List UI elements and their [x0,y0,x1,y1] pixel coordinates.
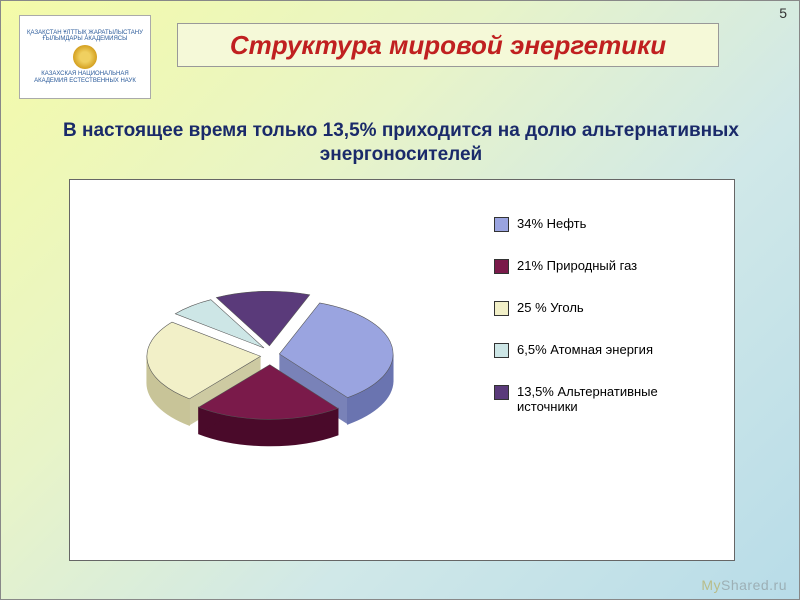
legend-swatch [494,301,509,316]
watermark: MyShared.ru [701,577,787,593]
legend-item: 21% Природный газ [494,258,714,274]
legend-swatch [494,385,509,400]
chart-container: 34% Нефть 21% Природный газ 25 % Уголь 6,5%… [69,179,735,561]
pie-chart [90,210,450,510]
logo-text-top: ҚАЗАҚСТАН ҰЛТТЫҚ ЖАРАТЫЛЫСТАНУ ҒЫЛЫМДАРЫ… [20,30,150,43]
legend-swatch [494,343,509,358]
legend-label: 34% Нефть [517,216,586,231]
logo-text-bottom: КАЗАХСКАЯ НАЦИОНАЛЬНАЯ АКАДЕМИЯ ЕСТЕСТВЕ… [20,71,150,84]
org-logo: ҚАЗАҚСТАН ҰЛТТЫҚ ЖАРАТЫЛЫСТАНУ ҒЫЛЫМДАРЫ… [19,15,151,99]
page-number: 5 [779,5,787,21]
watermark-part1: My [701,577,721,593]
slide: 5 ҚАЗАҚСТАН ҰЛТТЫҚ ЖАРАТЫЛЫСТАНУ ҒЫЛЫМДА… [0,0,800,600]
legend-label: 21% Природный газ [517,258,637,273]
watermark-part2: Shared.ru [721,577,787,593]
legend-item: 25 % Уголь [494,300,714,316]
legend-label: 6,5% Атомная энергия [517,342,653,357]
legend-item: 6,5% Атомная энергия [494,342,714,358]
logo-emblem [73,45,97,69]
title-box: Структура мировой энергетики [177,23,719,67]
slide-subtitle: В настоящее время только 13,5% приходитс… [61,119,741,167]
legend-label: 13,5% Альтернативные источники [517,384,714,414]
legend-item: 34% Нефть [494,216,714,232]
legend-item: 13,5% Альтернативные источники [494,384,714,414]
legend-swatch [494,259,509,274]
legend-swatch [494,217,509,232]
legend-label: 25 % Уголь [517,300,584,315]
slide-title: Структура мировой энергетики [230,30,666,61]
chart-legend: 34% Нефть 21% Природный газ 25 % Уголь 6,5%… [494,216,714,440]
